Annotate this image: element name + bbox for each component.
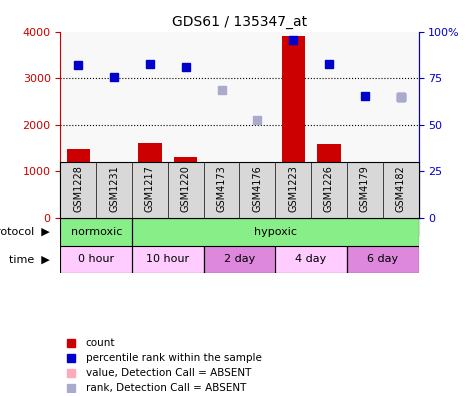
Bar: [132, 218, 419, 246]
Text: GSM1228: GSM1228: [73, 165, 83, 212]
Bar: [281, 36, 305, 218]
Text: rank, Detection Call = ABSENT: rank, Detection Call = ABSENT: [86, 383, 246, 393]
Text: 6 day: 6 day: [367, 254, 398, 265]
Text: normoxic: normoxic: [71, 227, 122, 237]
Text: GSM1220: GSM1220: [181, 165, 191, 212]
Bar: [60, 218, 418, 236]
Bar: [138, 143, 162, 218]
Text: GSM1226: GSM1226: [324, 165, 334, 212]
Text: GSM4176: GSM4176: [252, 165, 262, 212]
Bar: [389, 193, 412, 218]
Bar: [102, 175, 126, 218]
Bar: [174, 157, 198, 218]
Bar: [210, 185, 233, 218]
Bar: [60, 246, 132, 273]
Bar: [317, 144, 341, 218]
Text: GSM1223: GSM1223: [288, 165, 298, 212]
Text: 4 day: 4 day: [295, 254, 327, 265]
Text: percentile rank within the sample: percentile rank within the sample: [86, 353, 261, 363]
Text: count: count: [86, 338, 115, 348]
Bar: [275, 246, 347, 273]
Text: GSM4182: GSM4182: [396, 165, 405, 212]
Text: GSM4173: GSM4173: [217, 165, 226, 212]
Bar: [132, 246, 204, 273]
Text: 10 hour: 10 hour: [146, 254, 189, 265]
Bar: [204, 246, 275, 273]
Bar: [66, 149, 90, 218]
Bar: [353, 189, 377, 218]
Bar: [246, 204, 269, 218]
Text: 0 hour: 0 hour: [78, 254, 114, 265]
Text: time  ▶: time ▶: [9, 254, 50, 265]
Text: GSM1217: GSM1217: [145, 165, 155, 212]
Title: GDS61 / 135347_at: GDS61 / 135347_at: [172, 15, 307, 29]
Text: value, Detection Call = ABSENT: value, Detection Call = ABSENT: [86, 368, 251, 378]
Text: 2 day: 2 day: [224, 254, 255, 265]
Text: hypoxic: hypoxic: [254, 227, 297, 237]
Bar: [347, 246, 418, 273]
Text: GSM4179: GSM4179: [360, 165, 370, 212]
Bar: [60, 218, 132, 246]
Text: protocol  ▶: protocol ▶: [0, 227, 50, 237]
Text: GSM1231: GSM1231: [109, 165, 119, 212]
